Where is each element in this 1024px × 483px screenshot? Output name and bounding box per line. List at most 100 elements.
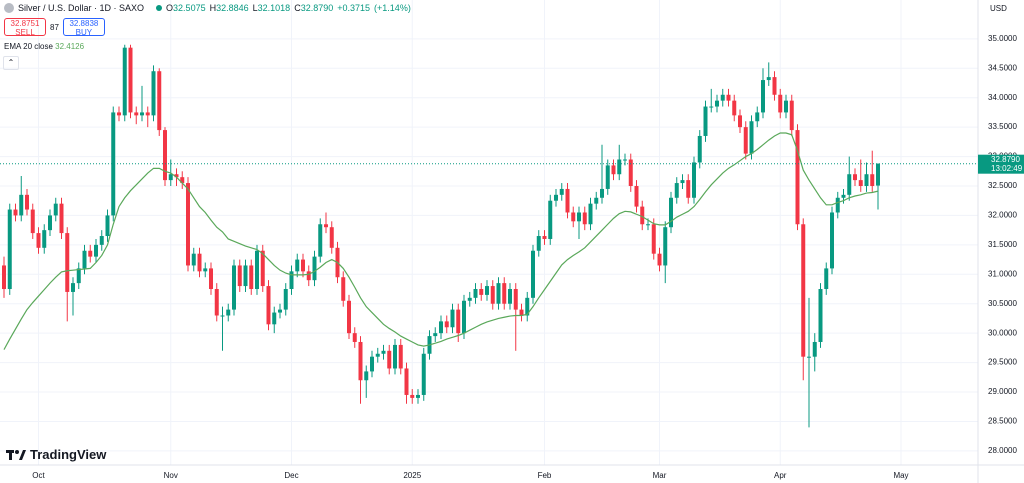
spread: 87 xyxy=(50,22,59,32)
candle-body xyxy=(876,163,880,186)
candle-body xyxy=(358,341,363,381)
candle-body xyxy=(53,203,58,216)
candle-body xyxy=(743,127,748,154)
candle-body xyxy=(864,174,869,186)
x-tick-label: Dec xyxy=(284,471,298,480)
sell-label: SELL xyxy=(15,28,35,37)
candle-body xyxy=(444,321,449,328)
y-tick-label: 30.0000 xyxy=(988,328,1017,337)
candle-body xyxy=(404,368,409,395)
candle-body xyxy=(600,188,604,198)
candle-body xyxy=(36,233,41,248)
candle-body xyxy=(686,180,691,198)
header: Silver / U.S. Dollar · 1D · SAXO O32.507… xyxy=(4,3,411,13)
y-tick-label: 35.0000 xyxy=(988,34,1017,43)
candle-body xyxy=(513,289,518,310)
logo-text: TradingView xyxy=(30,447,107,462)
y-tick-label: 28.5000 xyxy=(988,417,1017,426)
y-tick-label: 30.5000 xyxy=(988,299,1017,308)
candle-body xyxy=(726,94,731,101)
candle-body xyxy=(577,212,581,222)
candle-body xyxy=(841,194,846,198)
price-tag xyxy=(978,154,1024,174)
candle-body xyxy=(197,253,202,272)
candle-body xyxy=(473,289,478,298)
candle-body xyxy=(174,174,179,178)
candle-body xyxy=(485,286,489,295)
candle-body xyxy=(272,312,277,325)
candle-body xyxy=(611,165,616,175)
candle-body xyxy=(255,250,259,290)
candle-body xyxy=(13,209,18,216)
candle-body xyxy=(617,159,622,175)
candle-body xyxy=(347,300,351,334)
candle-body xyxy=(25,194,29,210)
ohlc-key: O xyxy=(166,3,174,13)
candle-body xyxy=(623,159,627,161)
candle-body xyxy=(807,356,811,358)
candle-body xyxy=(692,162,696,198)
candle-body xyxy=(531,250,535,298)
candle-body xyxy=(203,268,208,272)
candle-body xyxy=(209,268,213,290)
y-tick-label: 29.0000 xyxy=(988,387,1017,396)
candle-body xyxy=(732,100,737,116)
candle-body xyxy=(364,371,369,381)
candle-body xyxy=(646,224,650,226)
candle-body xyxy=(680,180,685,184)
x-tick-label: Apr xyxy=(774,471,787,480)
buy-button[interactable]: 32.8838 BUY xyxy=(62,18,105,37)
candle-body xyxy=(289,271,294,290)
candle-body xyxy=(163,130,167,181)
candle-body xyxy=(76,268,81,284)
y-tick-label: 34.0000 xyxy=(988,93,1017,102)
candle-body xyxy=(410,394,415,398)
ohlc-key: C xyxy=(294,3,301,13)
candle-body xyxy=(456,309,461,334)
candle-body xyxy=(19,194,24,216)
candle-body xyxy=(312,256,317,281)
candle-body xyxy=(571,212,576,222)
candle-body xyxy=(795,130,800,225)
x-tick-label: Mar xyxy=(653,471,667,480)
ohlc-item: O32.5075 xyxy=(166,3,206,13)
candle-body xyxy=(812,341,817,357)
sell-button[interactable]: 32.8751 SELL xyxy=(4,18,46,37)
ohlc-value: 32.5075 xyxy=(173,3,206,13)
candle-body xyxy=(140,112,144,116)
candle-body xyxy=(663,227,668,266)
candle-body xyxy=(226,309,231,316)
candle-body xyxy=(818,289,823,342)
candle-body xyxy=(295,259,300,272)
candle-body xyxy=(278,309,282,313)
collapse-button[interactable]: ⌃ xyxy=(3,56,19,70)
candle-body xyxy=(324,224,328,228)
candle-body xyxy=(605,165,610,189)
y-tick-label: 29.5000 xyxy=(988,358,1017,367)
candle-body xyxy=(772,77,777,95)
candle-body xyxy=(542,236,547,239)
candle-body xyxy=(433,333,438,337)
candle-body xyxy=(117,112,121,116)
logo[interactable]: TradingView xyxy=(6,447,106,462)
candle-body xyxy=(82,250,87,269)
candle-body xyxy=(352,333,357,342)
candle-body xyxy=(220,315,225,317)
ema-line xyxy=(3,132,879,350)
candle-body xyxy=(260,250,265,287)
candle-body xyxy=(548,200,553,239)
buy-price: 32.8838 xyxy=(69,19,99,28)
candle-body xyxy=(640,206,645,225)
candle-body xyxy=(370,356,374,372)
symbol-icon xyxy=(4,3,14,13)
candle-body xyxy=(502,283,507,304)
y-tick-label: 32.0000 xyxy=(988,211,1017,220)
symbol-title[interactable]: Silver / U.S. Dollar · 1D · SAXO xyxy=(18,3,145,13)
candle-body xyxy=(628,159,633,186)
candle-body xyxy=(168,174,173,181)
candle-body xyxy=(565,188,570,213)
x-tick-label: 2025 xyxy=(403,471,421,480)
candle-body xyxy=(588,203,593,225)
candle-body xyxy=(266,286,271,325)
